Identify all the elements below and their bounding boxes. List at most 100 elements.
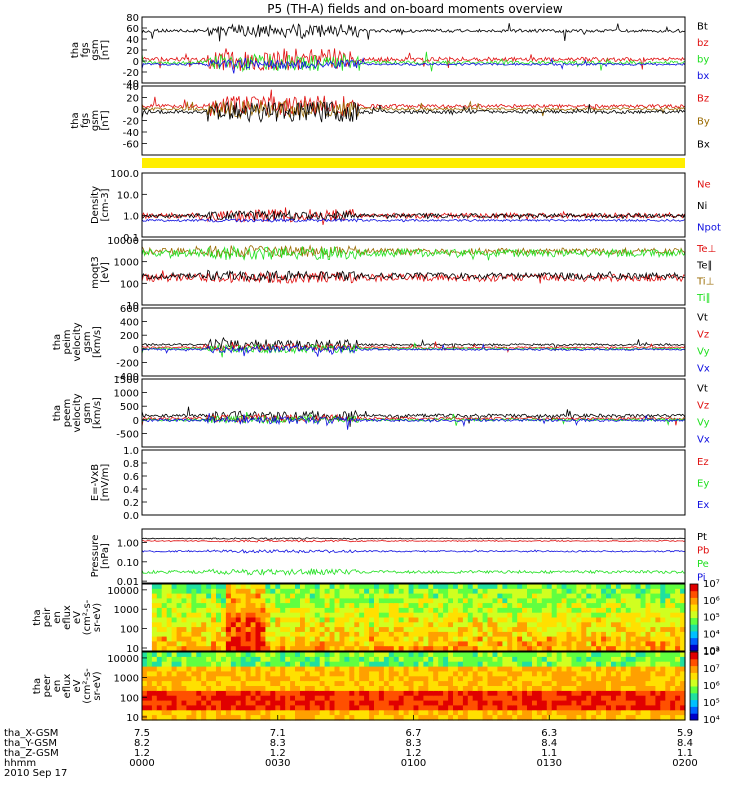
spectrogram-cell xyxy=(211,641,217,647)
spectrogram-cell xyxy=(635,661,642,668)
spectrogram-cell xyxy=(581,710,587,716)
spectrogram-cell xyxy=(635,710,642,716)
spectrogram-cell xyxy=(620,588,627,595)
spectrogram-cell xyxy=(517,622,523,628)
spectrogram-cell xyxy=(517,636,523,642)
spectrogram-cell xyxy=(492,607,498,614)
spectrogram-cell xyxy=(561,588,568,595)
spectrogram-cell xyxy=(206,681,212,687)
spectrogram-cell xyxy=(245,636,252,642)
colorbar-swatch xyxy=(690,584,698,592)
spectrogram-cell xyxy=(433,681,439,687)
spectrogram-cell xyxy=(398,666,405,673)
spectrogram-cell xyxy=(615,715,622,721)
spectrogram-cell xyxy=(275,593,281,599)
spectrogram-cell xyxy=(611,666,617,673)
spectrogram-cell xyxy=(186,676,192,682)
spectrogram-cell xyxy=(650,603,656,609)
spectrogram-cell xyxy=(596,681,602,687)
spectrogram-cell xyxy=(374,652,380,658)
spectrogram-cell xyxy=(290,715,296,721)
spectrogram-cell xyxy=(615,612,622,619)
spectrogram-cell xyxy=(349,607,355,614)
spectrogram-cell xyxy=(625,588,632,595)
spectrogram-cell xyxy=(635,593,642,599)
y-axis-label: gsm xyxy=(82,402,93,423)
spectrogram-cell xyxy=(457,710,464,716)
y-tick-label: 1000 xyxy=(114,258,139,269)
spectrogram-cell xyxy=(151,636,158,642)
spectrogram-cell xyxy=(309,671,316,677)
spectrogram-cell xyxy=(181,676,187,682)
spectrogram-cell xyxy=(571,588,577,595)
spectrogram-cell xyxy=(250,631,257,638)
spectrogram-cell xyxy=(423,617,429,623)
spectrogram-cell xyxy=(354,627,360,633)
spectrogram-cell xyxy=(374,607,380,614)
spectrogram-cell xyxy=(472,617,479,623)
spectrogram-cell xyxy=(354,686,360,692)
spectrogram-cell xyxy=(191,622,197,628)
spectrogram-cell xyxy=(438,617,444,623)
spectrogram-cell xyxy=(339,705,345,711)
spectrogram-cell xyxy=(245,652,252,658)
spectrogram-cell xyxy=(418,671,424,677)
spectrogram-cell xyxy=(280,652,286,658)
spectrogram-cell xyxy=(536,607,543,614)
spectrogram-cell xyxy=(472,700,479,707)
spectrogram-cell xyxy=(680,695,686,702)
spectrogram-cell xyxy=(448,715,454,721)
spectrogram-cell xyxy=(433,598,439,604)
spectrogram-cell xyxy=(196,636,202,642)
spectrogram-cell xyxy=(186,705,192,711)
spectrogram-cell xyxy=(408,603,415,609)
spectrogram-cell xyxy=(201,612,207,619)
spectrogram-cell xyxy=(635,700,642,707)
spectrogram-cell xyxy=(541,646,548,652)
spectrogram-cell xyxy=(596,631,602,638)
spectrogram-cell xyxy=(497,636,503,642)
spectrogram-cell xyxy=(176,646,183,652)
spectrogram-cell xyxy=(576,622,582,628)
spectrogram-cell xyxy=(640,715,647,721)
spectrogram-cell xyxy=(285,617,291,623)
spectrogram-cell xyxy=(270,652,276,658)
spectrogram-cell xyxy=(556,695,563,702)
spectrogram-cell xyxy=(280,715,286,721)
spectrogram-cell xyxy=(665,627,671,633)
spectrogram-cell xyxy=(216,607,222,614)
spectrogram-cell xyxy=(374,593,380,599)
spectrogram-cell xyxy=(640,593,647,599)
spectrogram-cell xyxy=(640,631,647,638)
spectrogram-cell xyxy=(196,627,202,633)
spectrogram-cell xyxy=(438,636,444,642)
spectrogram-cell xyxy=(181,715,187,721)
y-axis-label: Pressure xyxy=(90,535,101,578)
spectrogram-cell xyxy=(221,700,227,707)
spectrogram-cell xyxy=(615,622,622,628)
spectrogram-cell xyxy=(536,676,543,682)
spectrogram-cell xyxy=(536,612,543,619)
spectrogram-cell xyxy=(566,598,572,604)
spectrogram-cell xyxy=(596,690,602,697)
y-axis-label: peir xyxy=(42,607,53,627)
spectrogram-cell xyxy=(487,588,493,595)
spectrogram-cell xyxy=(314,710,321,716)
spectrogram-cell xyxy=(611,676,617,682)
spectrogram-cell xyxy=(448,598,454,604)
spectrogram-cell xyxy=(181,695,187,702)
spectrogram-cell xyxy=(502,646,508,652)
spectrogram-cell xyxy=(482,636,489,642)
spectrogram-cell xyxy=(151,603,158,609)
spectrogram-cell xyxy=(206,671,212,677)
spectrogram-cell xyxy=(270,627,276,633)
spectrogram-cell xyxy=(423,690,429,697)
spectrogram-cell xyxy=(561,603,568,609)
spectrogram-cell xyxy=(655,646,661,652)
spectrogram-cell xyxy=(290,612,296,619)
spectrogram-cell xyxy=(349,584,355,590)
spectrogram-cell xyxy=(364,705,370,711)
spectrogram-cell xyxy=(522,646,528,652)
spectrogram-cell xyxy=(235,622,242,628)
spectrogram-cell xyxy=(151,656,158,663)
